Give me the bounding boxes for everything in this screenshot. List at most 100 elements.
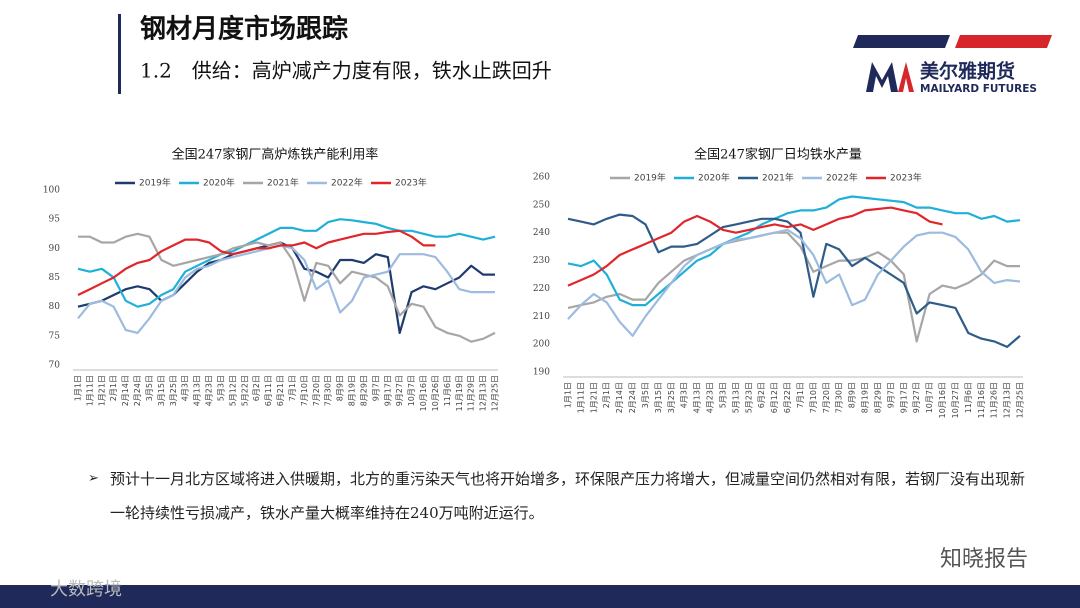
x-tick-label: 10月7日 <box>407 375 416 406</box>
y-tick-label: 200 <box>533 340 550 350</box>
x-tick-label: 2月1日 <box>109 375 118 401</box>
x-tick-label: 1月11日 <box>85 375 94 406</box>
x-tick-label: 10月27日 <box>951 382 960 418</box>
x-tick-label: 1月1日 <box>564 382 573 408</box>
accent-bar <box>118 14 121 94</box>
x-tick-label: 6月21日 <box>276 375 285 406</box>
x-tick-label: 2月24日 <box>133 375 142 406</box>
x-tick-label: 6月2日 <box>252 375 261 401</box>
x-tick-label: 10月7日 <box>925 382 934 413</box>
x-tick-label: 10月26日 <box>431 375 440 411</box>
y-tick-label: 90 <box>49 244 61 254</box>
x-tick-label: 10月16日 <box>419 375 428 411</box>
y-tick-label: 85 <box>49 273 61 283</box>
y-tick-label: 100 <box>43 186 60 196</box>
legend-label: 2019年 <box>139 177 171 189</box>
x-tick-label: 11月29日 <box>467 375 476 411</box>
legend-label: 2023年 <box>890 172 922 184</box>
y-tick-label: 190 <box>533 368 550 378</box>
x-tick-label: 4月13日 <box>193 375 202 406</box>
x-tick-label: 8月9日 <box>848 382 857 408</box>
x-tick-label: 4月3日 <box>181 375 190 401</box>
watermark: 大数跨境 <box>50 579 122 600</box>
x-tick-label: 8月19日 <box>861 382 870 413</box>
x-tick-label: 11月16日 <box>977 382 986 418</box>
series-line <box>567 231 1020 343</box>
watermark: 知晓报告 <box>940 547 1028 572</box>
x-tick-label: 2月1日 <box>602 382 611 408</box>
logo-mark <box>866 62 898 92</box>
x-tick-label: 4月23日 <box>706 382 715 413</box>
x-tick-label: 3月25日 <box>169 375 178 406</box>
x-tick-label: 7月30日 <box>324 375 333 406</box>
x-tick-label: 5月3日 <box>718 382 727 408</box>
legend-label: 2021年 <box>762 172 794 184</box>
x-tick-label: 2月24日 <box>628 382 637 413</box>
x-tick-label: 11月6日 <box>443 375 452 406</box>
x-tick-label: 6月22日 <box>783 382 792 413</box>
y-tick-label: 250 <box>533 200 550 210</box>
x-tick-label: 4月23日 <box>205 375 214 406</box>
series-line <box>567 195 1021 307</box>
x-tick-label: 10月16日 <box>938 382 947 418</box>
legend-label: 2022年 <box>826 172 858 184</box>
series-line <box>77 218 496 308</box>
x-tick-label: 11月6日 <box>964 382 973 413</box>
logo-name-en: MAILYARD FUTURES <box>920 83 1037 95</box>
x-tick-label: 12月25日 <box>491 375 500 411</box>
x-tick-label: 12月13日 <box>1003 382 1012 418</box>
logo-name: 美尔雅期货 <box>920 60 1015 83</box>
x-tick-label: 3月15日 <box>157 375 166 406</box>
x-tick-label: 1月11日 <box>576 382 585 413</box>
chart-title: 全国247家钢厂日均铁水产量 <box>694 147 862 163</box>
logo-bar <box>955 35 1052 48</box>
y-tick-label: 70 <box>49 361 61 371</box>
x-tick-label: 2月14日 <box>121 375 130 406</box>
logo-bar <box>853 35 950 48</box>
y-tick-label: 240 <box>533 228 550 238</box>
x-tick-label: 11月19日 <box>455 375 464 411</box>
x-tick-label: 4月3日 <box>680 382 689 408</box>
x-tick-label: 12月25日 <box>1016 382 1025 418</box>
x-tick-label: 9月17日 <box>383 375 392 406</box>
y-tick-label: 220 <box>533 284 550 294</box>
x-tick-label: 8月29日 <box>359 375 368 406</box>
bullet-text: 预计十一月北方区域将进入供暖期，北方的重污染天气也将开始增多，环保限产压力将增大… <box>88 462 1030 530</box>
x-tick-label: 7月10日 <box>809 382 818 413</box>
legend-label: 2020年 <box>203 177 235 189</box>
slide-title: 钢材月度市场跟踪 <box>140 14 348 45</box>
x-tick-label: 7月10日 <box>300 375 309 406</box>
legend-label: 2021年 <box>267 177 299 189</box>
x-tick-label: 5月13日 <box>731 382 740 413</box>
series-line <box>567 228 1021 337</box>
series-line <box>567 206 943 287</box>
x-tick-label: 5月3日 <box>216 375 225 401</box>
x-tick-label: 7月20日 <box>822 382 831 413</box>
x-tick-label: 8月19日 <box>348 375 357 406</box>
x-tick-label: 12月13日 <box>479 375 488 411</box>
x-tick-label: 6月12日 <box>770 382 779 413</box>
legend-label: 2019年 <box>634 172 666 184</box>
logo-mark <box>898 62 914 92</box>
x-tick-label: 9月27日 <box>395 375 404 406</box>
chart-title: 全国247家钢厂高炉炼铁产能利用率 <box>172 147 379 163</box>
legend-label: 2022年 <box>331 177 363 189</box>
x-tick-label: 7月1日 <box>796 382 805 408</box>
x-tick-label: 2月14日 <box>615 382 624 413</box>
y-tick-label: 80 <box>49 302 61 312</box>
y-tick-label: 75 <box>49 331 61 341</box>
series-line <box>77 244 495 334</box>
x-tick-label: 3月25日 <box>667 382 676 413</box>
x-tick-label: 9月27日 <box>912 382 921 413</box>
x-tick-label: 3月5日 <box>641 382 650 408</box>
x-tick-label: 6月2日 <box>757 382 766 408</box>
slide-subtitle: 1.2 供给：高炉减产力度有限，铁水止跌回升 <box>140 59 552 83</box>
legend-label: 2023年 <box>395 177 427 189</box>
x-tick-label: 11月26日 <box>990 382 999 418</box>
y-tick-label: 260 <box>533 173 550 183</box>
legend-label: 2020年 <box>698 172 730 184</box>
x-tick-label: 3月15日 <box>654 382 663 413</box>
x-tick-label: 8月29日 <box>873 382 882 413</box>
